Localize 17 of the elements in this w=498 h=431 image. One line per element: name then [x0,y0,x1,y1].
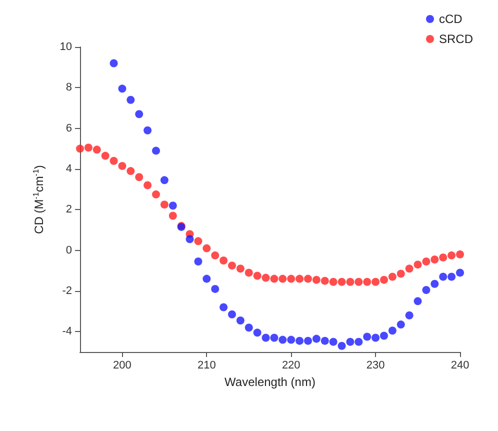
y-tick-label: -4 [62,326,72,338]
x-tick-label: 220 [282,360,300,372]
legend-label: SRCD [439,32,474,46]
y-tick-label: 0 [66,244,72,256]
legend-label: cCD [439,12,463,26]
y-tick-label: 8 [66,82,72,94]
y-tick-label: 2 [66,204,72,216]
y-tick-label: 10 [60,41,72,53]
y-axis-title: CD (M-1cm-1) [32,165,46,234]
x-tick-label: 200 [113,360,132,372]
y-tick-label: 4 [66,163,72,175]
y-tick-label: -2 [62,285,72,297]
y-tick-label: 6 [66,122,72,134]
x-axis-title: Wavelength (nm) [224,375,316,389]
x-tick-label: 210 [197,360,216,372]
x-tick-label: 240 [450,360,470,372]
x-tick-label: 230 [366,360,385,372]
